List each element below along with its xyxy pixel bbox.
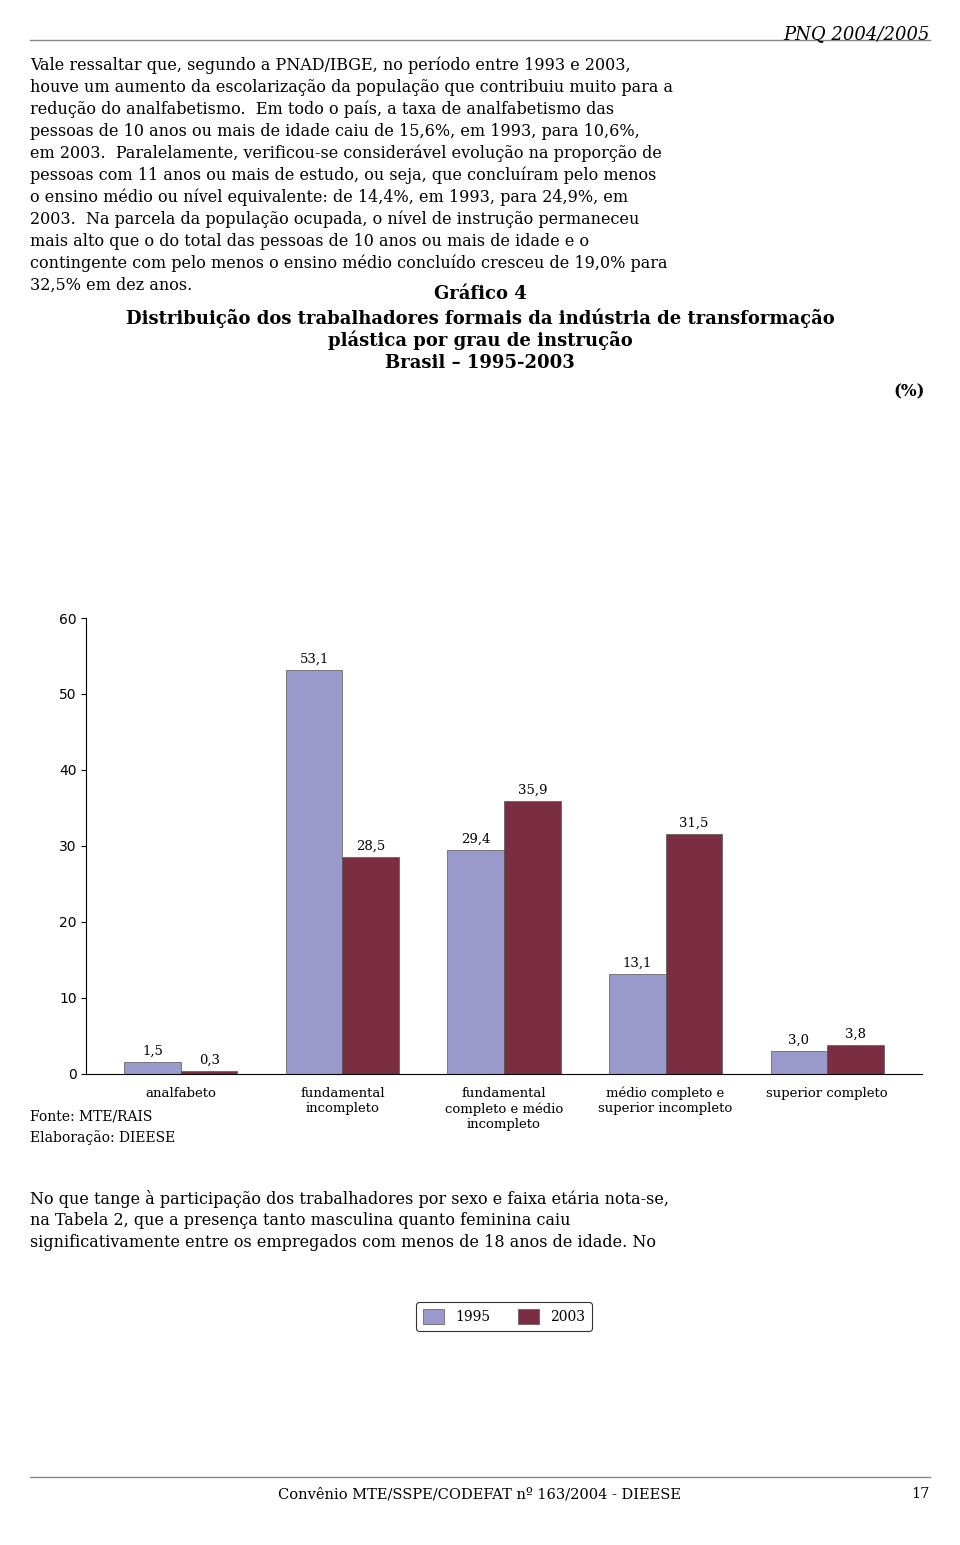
Legend: 1995, 2003: 1995, 2003 xyxy=(416,1302,592,1332)
Bar xyxy=(771,1051,828,1074)
Text: em 2003.  Paralelamente, verificou-se considerável evolução na proporção de: em 2003. Paralelamente, verificou-se con… xyxy=(30,145,661,162)
Bar xyxy=(447,850,504,1074)
Text: significativamente entre os empregados com menos de 18 anos de idade. No: significativamente entre os empregados c… xyxy=(30,1234,656,1251)
Bar xyxy=(828,1044,883,1074)
Bar xyxy=(504,800,561,1074)
Text: Elaboração: DIEESE: Elaboração: DIEESE xyxy=(30,1129,176,1145)
Text: Fonte: MTE/RAIS: Fonte: MTE/RAIS xyxy=(30,1109,153,1125)
Text: pessoas com 11 anos ou mais de estudo, ou seja, que concluíram pelo menos: pessoas com 11 anos ou mais de estudo, o… xyxy=(30,167,657,184)
Text: PNQ 2004/2005: PNQ 2004/2005 xyxy=(783,25,930,43)
Text: 35,9: 35,9 xyxy=(517,783,547,797)
Text: (%): (%) xyxy=(894,383,925,400)
Text: Convênio MTE/SSPE/CODEFAT nº 163/2004 - DIEESE: Convênio MTE/SSPE/CODEFAT nº 163/2004 - … xyxy=(278,1486,682,1502)
Bar xyxy=(609,975,665,1074)
Text: No que tange à participação dos trabalhadores por sexo e faixa etária nota-se,: No que tange à participação dos trabalha… xyxy=(30,1190,669,1208)
Text: 17: 17 xyxy=(912,1486,930,1502)
Text: 13,1: 13,1 xyxy=(623,956,652,970)
Bar xyxy=(180,1072,237,1074)
Text: contingente com pelo menos o ensino médio concluído cresceu de 19,0% para: contingente com pelo menos o ensino médi… xyxy=(30,255,667,272)
Text: mais alto que o do total das pessoas de 10 anos ou mais de idade e o: mais alto que o do total das pessoas de … xyxy=(30,233,589,250)
Text: Brasil – 1995-2003: Brasil – 1995-2003 xyxy=(385,354,575,372)
Text: 3,8: 3,8 xyxy=(845,1027,866,1040)
Text: pessoas de 10 anos ou mais de idade caiu de 15,6%, em 1993, para 10,6%,: pessoas de 10 anos ou mais de idade caiu… xyxy=(30,124,639,141)
Text: Vale ressaltar que, segundo a PNAD/IBGE, no período entre 1993 e 2003,: Vale ressaltar que, segundo a PNAD/IBGE,… xyxy=(30,57,631,74)
Text: na Tabela 2, que a presença tanto masculina quanto feminina caiu: na Tabela 2, que a presença tanto mascul… xyxy=(30,1211,570,1228)
Bar xyxy=(665,834,722,1074)
Text: 0,3: 0,3 xyxy=(199,1054,220,1068)
Bar xyxy=(125,1063,180,1074)
Text: redução do analfabetismo.  Em todo o país, a taxa de analfabetismo das: redução do analfabetismo. Em todo o país… xyxy=(30,100,614,119)
Text: 2003.  Na parcela da população ocupada, o nível de instrução permaneceu: 2003. Na parcela da população ocupada, o… xyxy=(30,212,639,229)
Text: plástica por grau de instrução: plástica por grau de instrução xyxy=(327,331,633,351)
Text: houve um aumento da escolarização da população que contribuiu muito para a: houve um aumento da escolarização da pop… xyxy=(30,79,673,96)
Text: 32,5% em dez anos.: 32,5% em dez anos. xyxy=(30,277,192,294)
Text: 28,5: 28,5 xyxy=(356,840,385,853)
Text: 1,5: 1,5 xyxy=(142,1044,163,1058)
Text: 29,4: 29,4 xyxy=(461,833,491,847)
Bar xyxy=(343,857,399,1074)
Text: 31,5: 31,5 xyxy=(679,817,708,830)
Text: 53,1: 53,1 xyxy=(300,654,329,666)
Text: Distribuição dos trabalhadores formais da indústria de transformação: Distribuição dos trabalhadores formais d… xyxy=(126,307,834,328)
Text: Gráfico 4: Gráfico 4 xyxy=(434,284,526,303)
Text: 3,0: 3,0 xyxy=(788,1034,809,1046)
Bar xyxy=(286,671,343,1074)
Text: o ensino médio ou nível equivalente: de 14,4%, em 1993, para 24,9%, em: o ensino médio ou nível equivalente: de … xyxy=(30,188,628,207)
